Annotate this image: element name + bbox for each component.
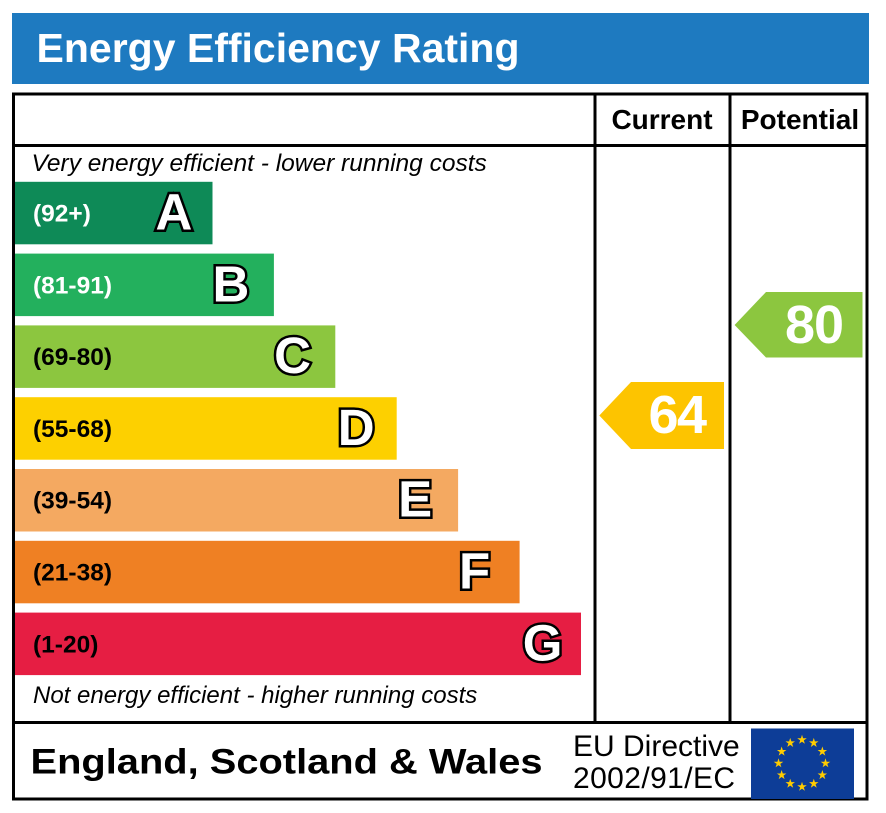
svg-text:EU Directive: EU Directive: [573, 730, 740, 763]
svg-text:(92+): (92+): [33, 201, 91, 228]
svg-text:64: 64: [648, 385, 707, 445]
svg-text:A: A: [155, 184, 192, 241]
svg-text:Not energy efficient - higher: Not energy efficient - higher running co…: [33, 682, 477, 709]
svg-text:(21-38): (21-38): [33, 560, 112, 587]
svg-text:Current: Current: [611, 104, 712, 135]
svg-text:80: 80: [785, 295, 843, 355]
svg-text:(81-91): (81-91): [33, 272, 112, 299]
svg-text:G: G: [523, 614, 563, 671]
svg-text:(39-54): (39-54): [33, 488, 112, 515]
svg-text:C: C: [274, 327, 311, 384]
svg-text:Very energy efficient - lower: Very energy efficient - lower running co…: [32, 150, 487, 177]
svg-text:(55-68): (55-68): [33, 416, 112, 443]
svg-text:E: E: [398, 471, 432, 528]
svg-text:F: F: [459, 543, 490, 600]
svg-text:England, Scotland & Wales: England, Scotland & Wales: [31, 743, 543, 782]
svg-text:(1-20): (1-20): [33, 631, 98, 658]
svg-text:2002/91/EC: 2002/91/EC: [573, 762, 735, 795]
svg-text:D: D: [338, 399, 375, 456]
svg-text:Potential: Potential: [741, 104, 859, 135]
svg-text:(69-80): (69-80): [33, 344, 112, 371]
svg-text:Energy Efficiency Rating: Energy Efficiency Rating: [37, 25, 520, 71]
svg-text:B: B: [213, 255, 250, 312]
